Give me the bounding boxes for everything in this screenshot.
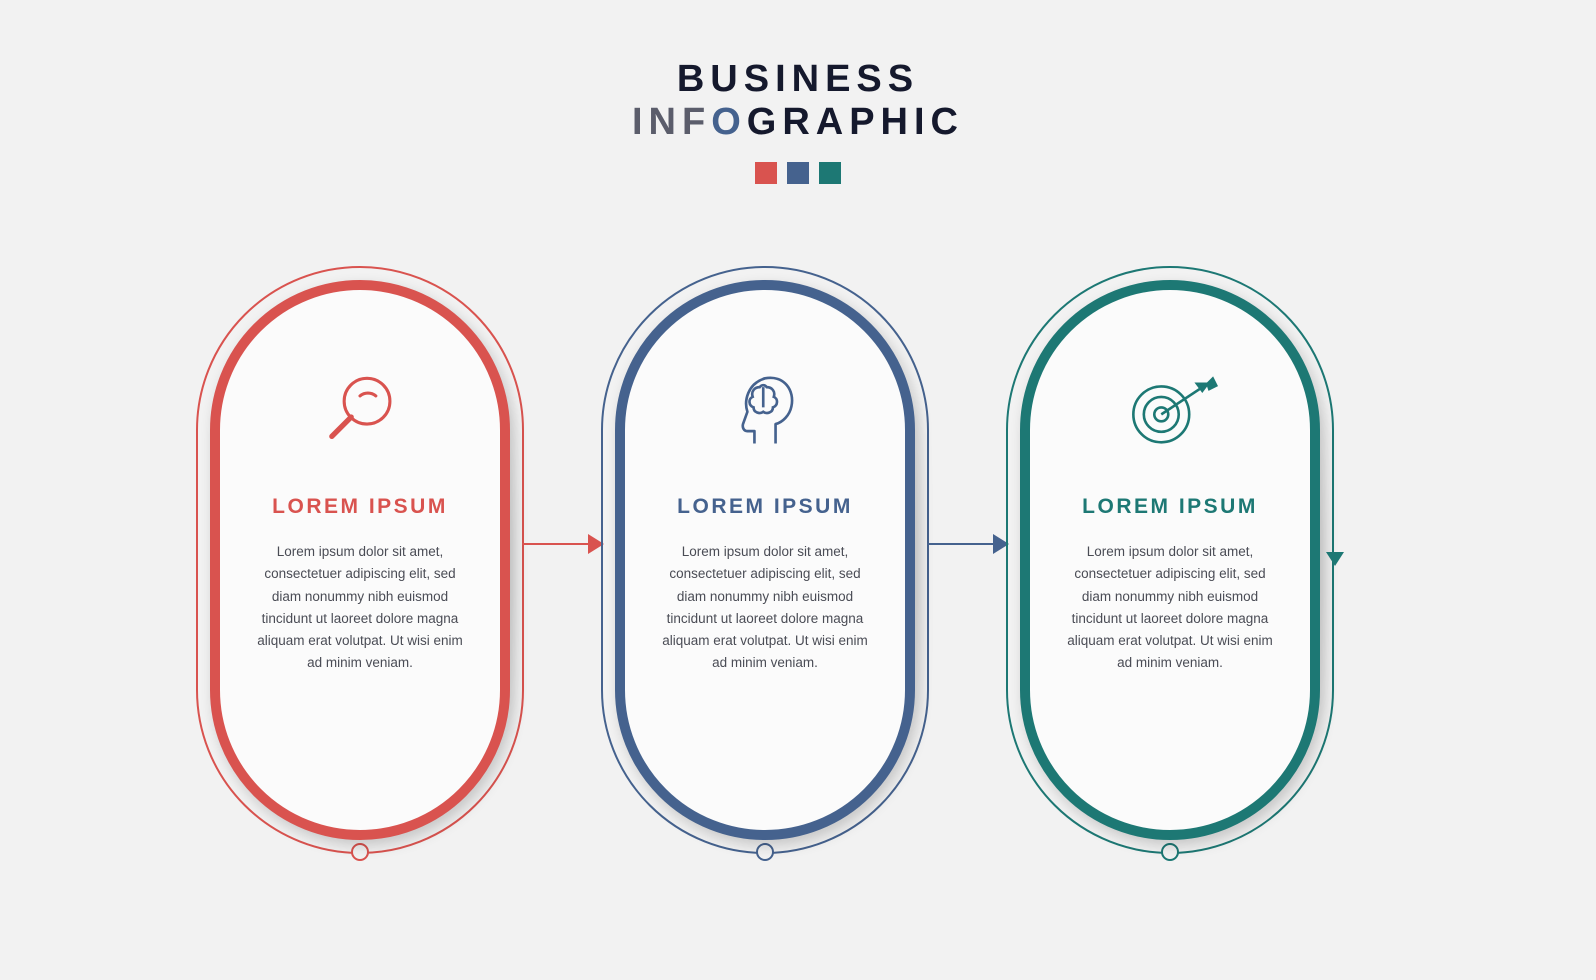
title-line-1: BUSINESS	[0, 58, 1596, 101]
step-card-1: LOREM IPSUM Lorem ipsum dolor sit amet, …	[210, 280, 510, 840]
title-line-2: INFOGRAPHIC	[0, 101, 1596, 144]
title-suffix: GRAPHIC	[747, 101, 964, 143]
step-card-3: LOREM IPSUM Lorem ipsum dolor sit amet, …	[1020, 280, 1320, 840]
magnifier-icon	[316, 345, 404, 475]
infographic-header: BUSINESS INFOGRAPHIC	[0, 0, 1596, 184]
end-arrow-icon	[1326, 552, 1344, 566]
target-arrow-icon	[1122, 345, 1218, 475]
step-pill-1: LOREM IPSUM Lorem ipsum dolor sit amet, …	[210, 280, 510, 840]
swatch-1	[755, 162, 777, 184]
step-body-2: Lorem ipsum dolor sit amet, consectetuer…	[659, 541, 871, 675]
step-pill-2: LOREM IPSUM Lorem ipsum dolor sit amet, …	[615, 280, 915, 840]
step-body-3: Lorem ipsum dolor sit amet, consectetuer…	[1064, 541, 1276, 675]
step-title-3: LOREM IPSUM	[1082, 495, 1258, 519]
step-title-2: LOREM IPSUM	[677, 495, 853, 519]
brain-head-icon	[721, 345, 809, 475]
step-body-1: Lorem ipsum dolor sit amet, consectetuer…	[254, 541, 466, 675]
infographic-stage: LOREM IPSUM Lorem ipsum dolor sit amet, …	[0, 280, 1596, 920]
color-swatches	[0, 162, 1596, 184]
connector-arrow-1	[522, 543, 602, 545]
step-card-2: LOREM IPSUM Lorem ipsum dolor sit amet, …	[615, 280, 915, 840]
connector-arrow-2	[927, 543, 1007, 545]
title-prefix: INF	[632, 101, 711, 143]
swatch-3	[819, 162, 841, 184]
step-title-1: LOREM IPSUM	[272, 495, 448, 519]
title-accent: O	[711, 101, 747, 143]
step-pill-3: LOREM IPSUM Lorem ipsum dolor sit amet, …	[1020, 280, 1320, 840]
swatch-2	[787, 162, 809, 184]
